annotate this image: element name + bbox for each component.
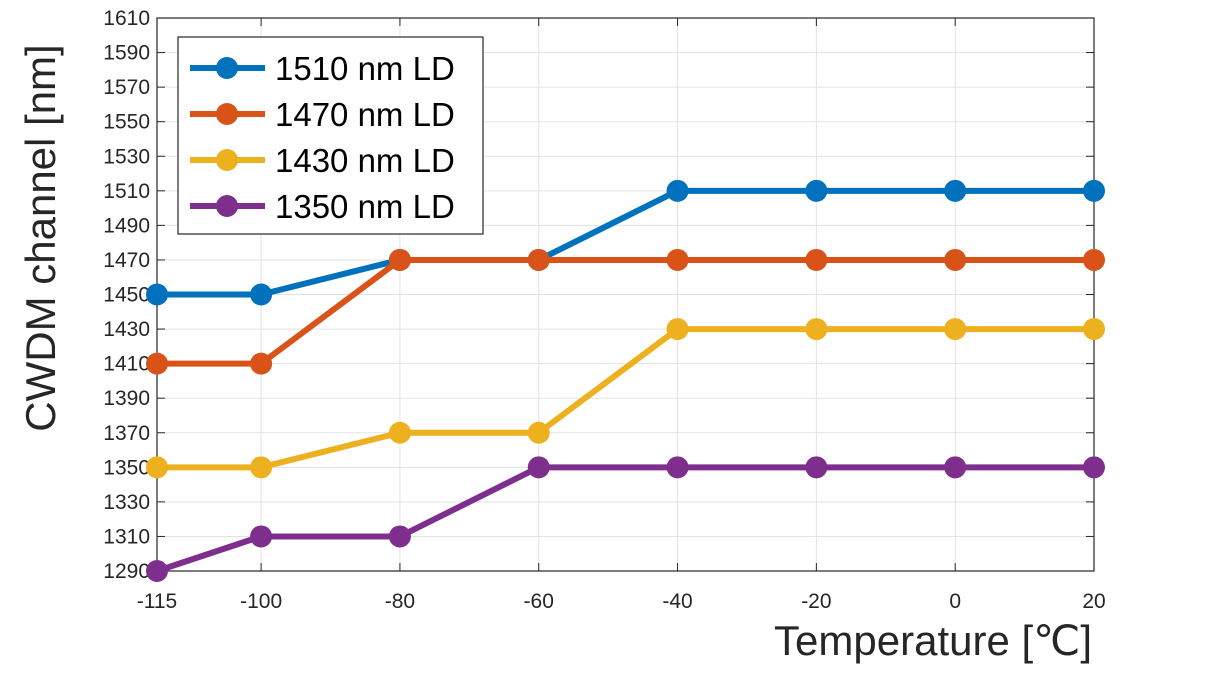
y-tick-label: 1350: [103, 456, 150, 479]
series-1350-nm-ld: [146, 456, 1105, 582]
x-tick-label: -20: [801, 590, 831, 613]
data-point: [805, 248, 828, 271]
data-point: [527, 421, 550, 444]
data-point: [666, 456, 689, 479]
x-tick-label: 20: [1082, 590, 1105, 613]
y-tick-label: 1570: [103, 76, 150, 99]
x-tick-label: 0: [949, 590, 961, 613]
y-tick-label: 1590: [103, 42, 150, 65]
x-tick-label: -115: [137, 590, 177, 613]
data-point: [146, 456, 168, 479]
legend-label: 1510 nm LD: [275, 50, 455, 87]
data-point: [250, 525, 273, 548]
axes: 1290 1310 1330 1350 1370 1390 1410 1430 1450 1470…: [103, 7, 1105, 613]
data-point: [146, 560, 168, 582]
series-line: [154, 187, 1097, 298]
data-point: [527, 456, 550, 479]
data-point: [666, 318, 689, 341]
y-tick-label: 1390: [103, 387, 150, 410]
data-point: [388, 525, 411, 548]
y-tick-label: 1290: [103, 560, 150, 583]
data-point: [944, 179, 967, 202]
data-point: [944, 248, 967, 271]
y-tick-label: 1330: [103, 491, 150, 514]
legend: 1510 nm LD 1470 nm LD 1430 nm LD 1350 nm LD: [177, 36, 484, 235]
series-line: [154, 464, 1097, 574]
series-line: [154, 326, 1097, 471]
data-point: [805, 318, 828, 341]
legend-swatch-marker: [216, 57, 238, 79]
legend-label: 1350 nm LD: [275, 188, 455, 225]
x-tick-label: -80: [385, 590, 415, 613]
series-line: [154, 256, 1097, 367]
y-tick-label: 1510: [103, 180, 150, 203]
series-1510-nm-ld: [146, 179, 1105, 306]
data-point: [666, 179, 689, 202]
data-point: [388, 248, 411, 271]
series-1430-nm-ld: [146, 318, 1105, 479]
x-tick-label: -40: [662, 590, 692, 613]
data-point: [388, 421, 411, 444]
data-point: [250, 456, 273, 479]
y-tick-label: 1470: [103, 249, 150, 272]
legend-label: 1470 nm LD: [275, 96, 455, 133]
data-point: [1083, 248, 1105, 271]
y-tick-label: 1550: [103, 111, 150, 134]
data-point: [1083, 179, 1105, 202]
data-point: [146, 283, 168, 306]
y-tick-label: 1490: [103, 214, 150, 237]
y-tick-label: 1430: [103, 318, 150, 341]
data-point: [250, 283, 273, 306]
y-tick-label: 1370: [103, 422, 150, 445]
data-point: [944, 456, 967, 479]
legend-swatch-marker: [216, 103, 238, 125]
y-tick-label: 1450: [103, 284, 150, 307]
data-point: [250, 352, 273, 375]
legend-swatch-marker: [216, 149, 238, 171]
data-point: [805, 456, 828, 479]
data-point: [1083, 318, 1105, 341]
x-axis-title: Temperature [℃]: [774, 617, 1092, 664]
series-1470-nm-ld: [146, 248, 1105, 375]
y-tick-label: 1310: [103, 525, 150, 548]
x-tick-label: -100: [240, 590, 282, 613]
data-point: [146, 352, 168, 375]
data-point: [944, 318, 967, 341]
y-tick-label: 1530: [103, 145, 150, 168]
data-point: [666, 248, 689, 271]
y-tick-label: 1410: [103, 353, 150, 376]
data-point: [1083, 456, 1105, 479]
y-axis-title: CWDM channel [nm]: [17, 44, 64, 431]
series-group: [146, 179, 1105, 582]
legend-swatch-marker: [216, 195, 238, 217]
data-point: [805, 179, 828, 202]
data-point: [527, 248, 550, 271]
x-tick-label: -60: [524, 590, 554, 613]
legend-label: 1430 nm LD: [275, 142, 455, 179]
y-tick-label: 1610: [103, 7, 150, 30]
